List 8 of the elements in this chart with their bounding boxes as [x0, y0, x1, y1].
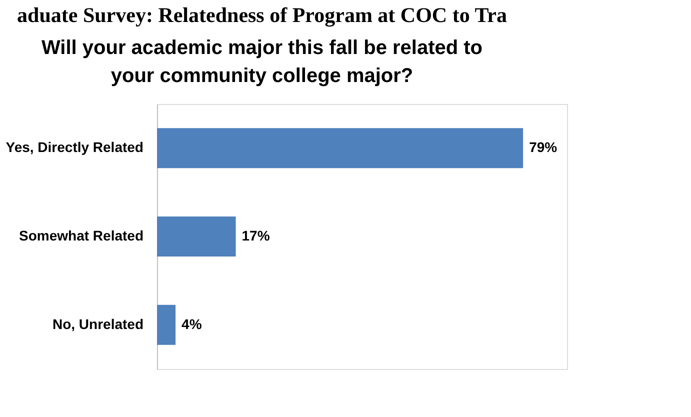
data-label: 4% — [182, 316, 202, 332]
y-tick-label: Yes, Directly Related — [6, 139, 144, 156]
chart-title: Will your academic major this fall be related to your community college major? — [41, 37, 483, 87]
y-tick-label: Somewhat Related — [19, 228, 144, 244]
data-label: 17% — [242, 228, 270, 244]
text: aduate Survey: Relatedness of Program at COC to Tra — [17, 3, 508, 27]
y-tick-label: No, Unrelated — [52, 316, 144, 332]
data-label: 79% — [529, 139, 558, 156]
